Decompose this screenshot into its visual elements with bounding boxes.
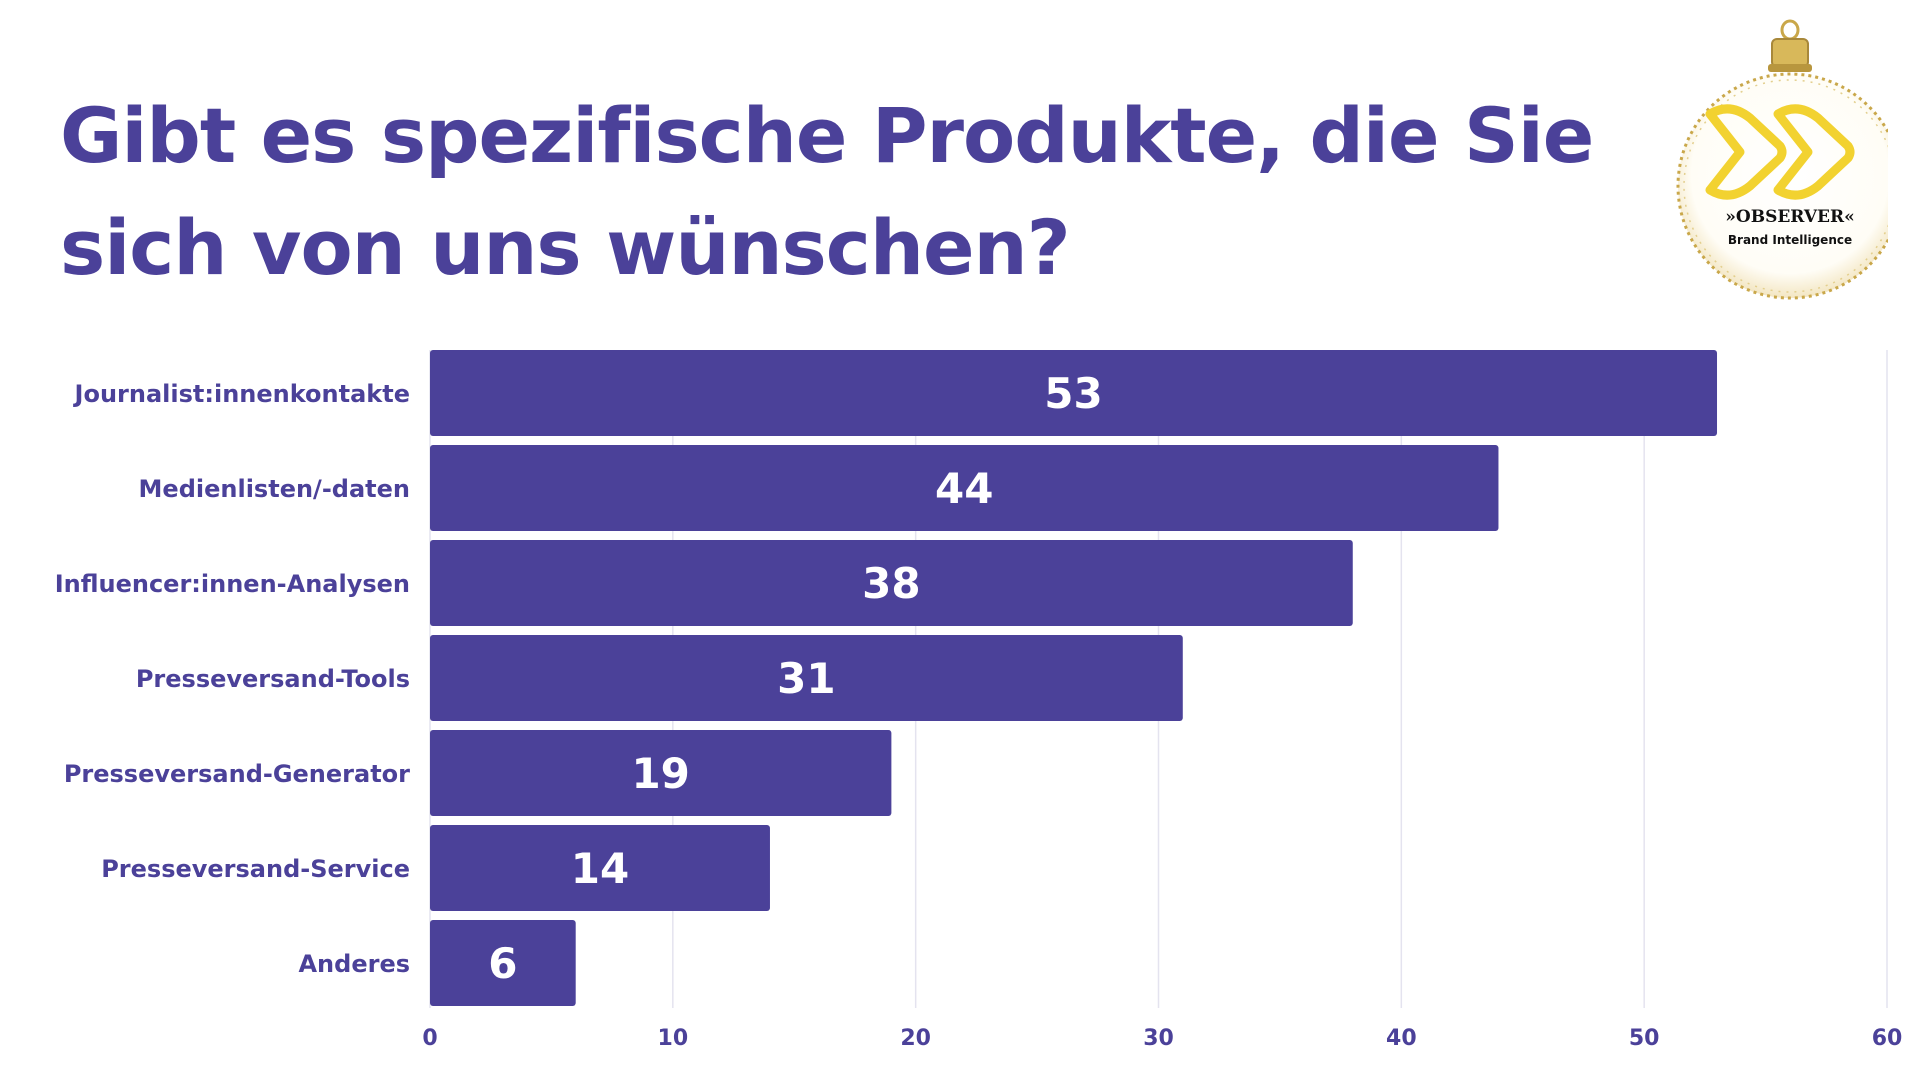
x-tick-label: 30 <box>1143 1026 1174 1051</box>
logo-tagline: Brand Intelligence <box>1728 233 1852 247</box>
bar-value-label: 38 <box>862 559 920 608</box>
x-tick-label: 10 <box>658 1026 689 1051</box>
category-label: Presseversand-Service <box>101 855 410 883</box>
bar <box>430 825 770 911</box>
category-label: Influencer:innen-Analysen <box>55 570 410 598</box>
category-label: Presseversand-Tools <box>136 665 410 693</box>
x-tick-label: 50 <box>1629 1026 1660 1051</box>
x-tick-label: 60 <box>1872 1026 1903 1051</box>
observer-logo: »OBSERVER« Brand Intelligence <box>1676 19 1888 300</box>
bar-value-label: 6 <box>488 939 517 988</box>
logo-name: »OBSERVER« <box>1725 207 1854 227</box>
category-label: Medienlisten/-daten <box>139 475 410 503</box>
bar <box>430 920 576 1006</box>
chart-title: Gibt es spezifische Produkte, die Sie si… <box>60 91 1594 292</box>
bar <box>430 635 1183 721</box>
bar-value-label: 31 <box>777 654 835 703</box>
category-labels: Journalist:innenkontakte Medienlisten/-da… <box>55 380 410 978</box>
ornament-cap-icon <box>1768 19 1812 72</box>
bar <box>430 540 1353 626</box>
bar-value-label: 19 <box>631 749 689 798</box>
bar <box>430 445 1499 531</box>
bar-value-label: 14 <box>571 844 629 893</box>
x-tick-label: 0 <box>422 1026 437 1051</box>
bar <box>430 350 1718 436</box>
bar-value-label: 44 <box>935 464 993 513</box>
category-label: Journalist:innenkontakte <box>73 380 410 408</box>
x-tick-label: 20 <box>900 1026 931 1051</box>
bar <box>430 730 892 816</box>
category-label: Anderes <box>298 950 410 978</box>
category-label: Presseversand-Generator <box>64 760 410 788</box>
x-axis-tick-labels: 0 10 20 30 40 50 60 <box>422 1026 1902 1051</box>
x-tick-label: 40 <box>1386 1026 1417 1051</box>
bar-value-label: 53 <box>1044 369 1102 418</box>
chevron-arrows-icon <box>1705 104 1855 200</box>
